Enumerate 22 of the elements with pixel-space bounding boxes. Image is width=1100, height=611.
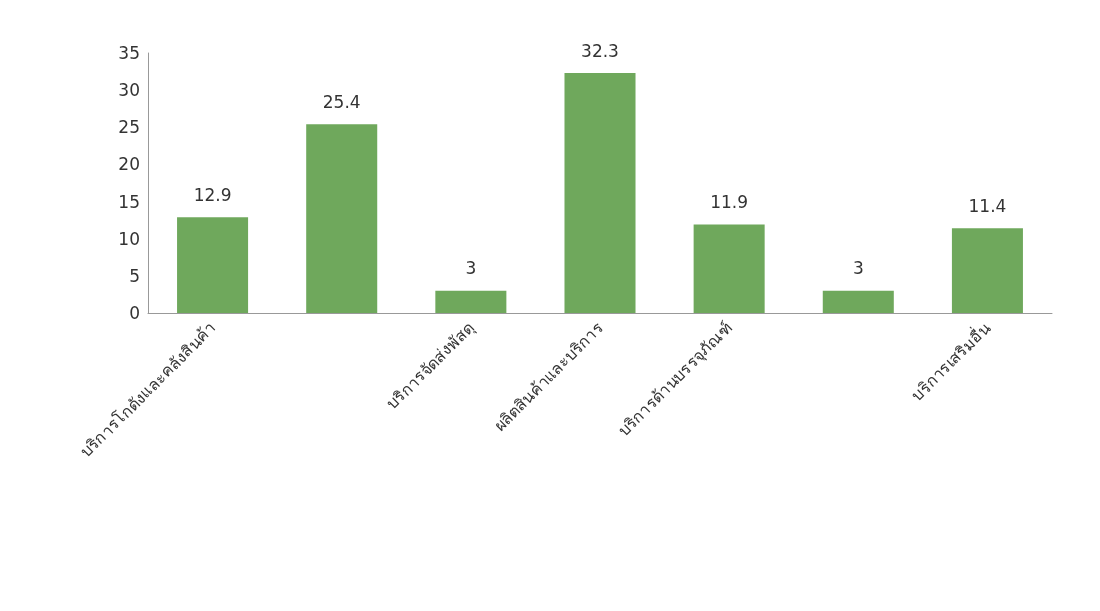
data-label: 11.4 — [968, 195, 1007, 216]
data-label: 3 — [465, 258, 477, 279]
bar — [435, 290, 507, 313]
y-tick-label: 10 — [118, 228, 140, 249]
data-label: 3 — [852, 258, 864, 279]
bar — [564, 73, 636, 313]
data-label: 12.9 — [193, 184, 232, 205]
bar — [951, 228, 1023, 313]
y-tick-label: 20 — [118, 154, 140, 175]
bar — [177, 217, 249, 313]
y-tick-label: 15 — [118, 191, 140, 212]
y-tick-label: 35 — [118, 43, 140, 63]
data-label: 32.3 — [581, 40, 619, 61]
y-tick-label: 0 — [129, 303, 140, 323]
bar — [822, 290, 894, 313]
y-tick-label: 5 — [129, 265, 140, 286]
y-tick-label: 25 — [118, 117, 140, 138]
data-label: 11.9 — [710, 192, 749, 213]
bar — [693, 224, 765, 313]
y-tick-label: 30 — [118, 80, 140, 101]
bar — [306, 124, 378, 313]
data-label: 25.4 — [322, 91, 361, 112]
